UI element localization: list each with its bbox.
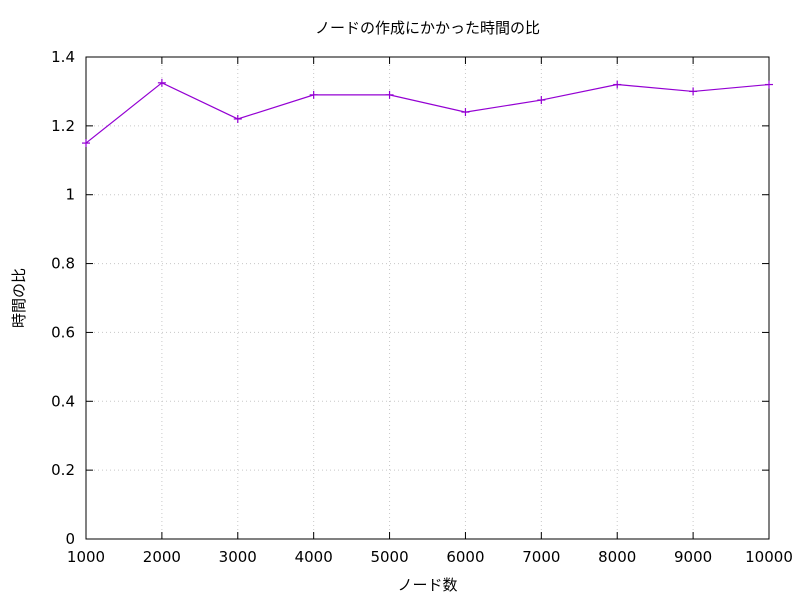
x-tick-label: 7000 xyxy=(522,548,560,566)
tick-labels: 0 0.2 0.4 0.6 0.8 1 1.2 1.4 1000 2000 3000 4000 5000… xyxy=(51,48,793,566)
x-tick-label: 8000 xyxy=(598,548,636,566)
data-point xyxy=(461,108,470,117)
data-point xyxy=(765,80,773,89)
ticks xyxy=(85,56,770,540)
series-line xyxy=(85,82,770,144)
x-tick-label: 6000 xyxy=(446,548,484,566)
y-tick-label: 1.2 xyxy=(51,117,75,135)
y-tick-label: 0.2 xyxy=(51,461,75,479)
x-tick-label: 1000 xyxy=(67,548,105,566)
x-tick-label: 2000 xyxy=(143,548,181,566)
x-tick-label: 10000 xyxy=(745,548,793,566)
chart-title: ノードの作成にかかった時間の比 xyxy=(315,19,540,37)
y-axis-label: 時間の比 xyxy=(10,268,28,328)
y-tick-label: 0.8 xyxy=(51,255,75,273)
x-tick-label: 3000 xyxy=(219,548,257,566)
data-point xyxy=(309,90,318,99)
data-point xyxy=(689,87,698,96)
data-point xyxy=(233,114,242,123)
x-tick-label: 5000 xyxy=(370,548,408,566)
data-point xyxy=(82,139,90,148)
grid xyxy=(86,57,769,539)
x-axis-label: ノード数 xyxy=(397,576,457,594)
x-tick-label: 4000 xyxy=(295,548,333,566)
plot-frame xyxy=(85,56,770,540)
data-point xyxy=(613,80,622,89)
y-tick-label: 0.6 xyxy=(51,323,75,341)
x-tick-label: 9000 xyxy=(674,548,712,566)
y-tick-label: 1 xyxy=(65,186,75,204)
data-point xyxy=(385,90,394,99)
y-tick-label: 0.4 xyxy=(51,392,75,410)
series-group xyxy=(82,78,773,148)
data-point xyxy=(157,78,166,87)
y-tick-label: 1.4 xyxy=(51,48,75,66)
y-tick-label: 0 xyxy=(65,530,75,548)
data-point xyxy=(537,96,546,105)
